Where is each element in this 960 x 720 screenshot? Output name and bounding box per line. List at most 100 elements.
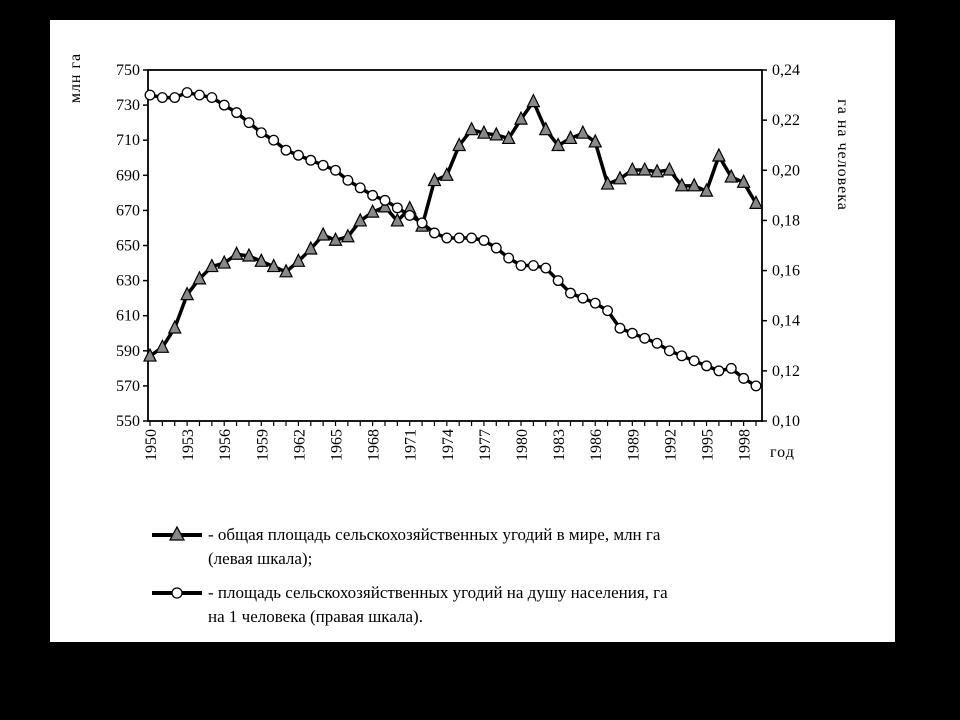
total-area-point	[575, 124, 590, 139]
per-capita-point	[243, 117, 255, 129]
per-capita-point	[428, 227, 440, 239]
x-tick-label: 1977	[477, 429, 494, 461]
per-capita-point	[268, 134, 280, 146]
left-y-tick-label: 650	[116, 238, 140, 255]
total-area-point	[266, 258, 281, 273]
total-area-point	[452, 137, 467, 152]
per-capita-point	[441, 232, 453, 244]
left-y-axis-label: млн га	[67, 53, 84, 103]
left-y-ticks: 750 730 710 690 670 650 630 610 590 570 550	[116, 62, 148, 430]
per-capita-point	[342, 174, 354, 186]
total-area-point	[353, 212, 368, 227]
total-area-point	[662, 161, 677, 176]
total-area-point	[143, 347, 157, 362]
right-y-tick-label: 0,20	[772, 162, 800, 179]
right-y-tick-label: 0,24	[772, 62, 800, 79]
per-capita-point	[391, 202, 403, 214]
right-y-tick-label: 0,10	[772, 413, 800, 430]
legend-per-capita-line2: на 1 человека (правая шкала).	[208, 607, 423, 626]
total-area-point	[167, 319, 182, 334]
total-area-point	[217, 254, 232, 269]
x-tick-label: 1971	[403, 429, 420, 461]
axes	[147, 69, 763, 422]
per-capita-point	[144, 89, 156, 101]
total-area-point	[279, 263, 294, 278]
total-area-point	[476, 124, 491, 139]
x-tick-label: 1956	[217, 429, 234, 461]
total-area-point	[687, 177, 702, 192]
per-capita-point	[602, 305, 614, 317]
plot-frame	[147, 69, 763, 422]
per-capita-point	[540, 262, 552, 274]
x-tick-label: 1983	[551, 429, 568, 461]
per-capita-point	[255, 127, 267, 139]
per-capita-point	[292, 149, 304, 161]
left-y-tick-label: 550	[116, 413, 140, 430]
per-capita-point	[181, 87, 193, 99]
per-capita-point	[453, 232, 465, 244]
x-tick-label: 1953	[180, 429, 197, 461]
per-capita-point	[738, 372, 750, 384]
left-y-tick-label: 690	[116, 167, 140, 184]
per-capita-point	[676, 350, 688, 362]
total-area-point	[526, 93, 541, 108]
total-area-point	[229, 245, 244, 260]
right-y-axis-label: га на человека	[834, 99, 851, 211]
x-tick-label: 1965	[329, 429, 346, 461]
total-area-point	[551, 137, 566, 152]
per-capita-point	[565, 287, 576, 299]
x-tick-label: 1980	[514, 429, 531, 461]
legend-total-area-line2: (левая шкала);	[208, 549, 313, 568]
total-area-point	[464, 121, 479, 136]
per-capita-point	[750, 380, 762, 392]
total-area-point	[439, 166, 454, 181]
left-y-tick-label: 750	[116, 62, 140, 79]
x-tick-label: 1950	[143, 429, 160, 461]
x-tick-label: 1992	[662, 429, 679, 461]
per-capita-point	[515, 260, 527, 272]
total-area-point	[749, 195, 763, 209]
per-capita-point	[577, 292, 589, 304]
per-capita-point	[478, 235, 490, 246]
per-capita-point	[354, 182, 366, 194]
per-capita-point	[317, 159, 329, 171]
total-area-point	[724, 168, 739, 183]
total-area-point	[650, 163, 665, 178]
per-capita-point	[206, 92, 218, 104]
total-area-point	[711, 147, 726, 162]
per-capita-point	[194, 89, 205, 101]
total-area-point	[501, 130, 516, 145]
total-area-point	[489, 126, 504, 141]
right-y-ticks: 0,24 0,22 0,20 0,18 0,16 0,14 0,12 0,10	[762, 62, 800, 430]
total-area-point	[563, 130, 578, 145]
per-capita-point	[490, 242, 502, 254]
per-capita-point	[404, 209, 416, 221]
legend-per-capita-line1: - площадь сельскохозяйственных угодий на…	[208, 583, 668, 602]
total-area-point	[736, 173, 751, 188]
total-area-point	[328, 231, 343, 246]
total-area-point	[427, 172, 442, 187]
total-area-point	[365, 203, 380, 218]
x-tick-label: 1989	[625, 429, 642, 461]
left-y-tick-label: 670	[116, 202, 140, 219]
total-area-point	[241, 247, 256, 262]
right-y-tick-label: 0,16	[772, 263, 800, 280]
per-capita-point	[552, 275, 564, 287]
per-capita-point	[231, 107, 243, 119]
total-area-point	[316, 226, 331, 241]
per-capita-point	[466, 232, 478, 244]
series-per-capita-line	[149, 90, 757, 388]
legend-total-area-line1: - общая площадь сельскохозяйственных уго…	[208, 525, 661, 544]
per-capita-point	[589, 297, 601, 309]
per-capita-point	[688, 355, 700, 367]
per-capita-point	[218, 99, 230, 111]
total-area-point	[378, 198, 392, 213]
per-capita-point	[663, 345, 675, 357]
chart-panel: 750 730 710 690 670 650 630 610 590 570 550 0,24 0,…	[50, 20, 895, 642]
per-capita-point	[367, 189, 379, 201]
per-capita-point	[527, 260, 539, 272]
per-capita-point	[169, 92, 181, 104]
total-area-point	[204, 258, 219, 273]
total-area-point	[699, 182, 714, 197]
x-tick-label: 1998	[737, 429, 754, 461]
